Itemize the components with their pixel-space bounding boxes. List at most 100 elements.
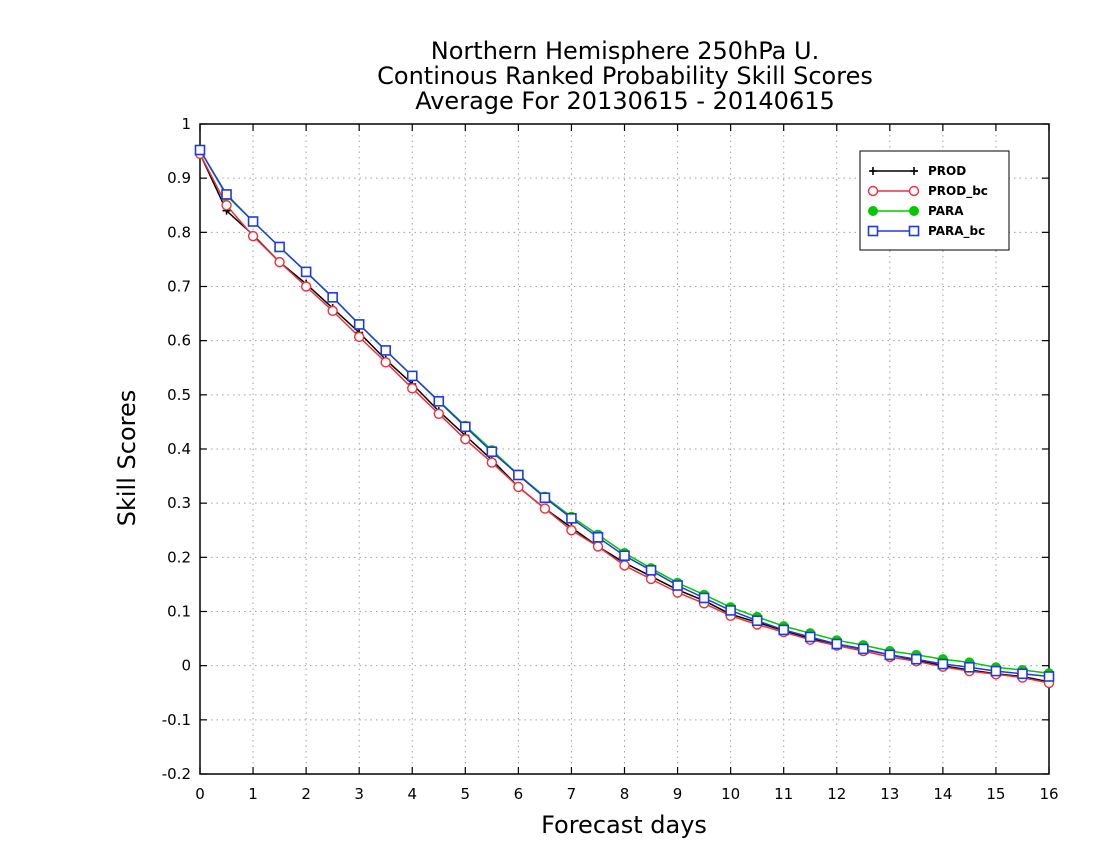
legend-label: PROD_bc [928, 184, 988, 199]
data-point-para-bc [911, 653, 922, 665]
x-tick-label: 7 [567, 785, 577, 803]
data-point-prod-bc [539, 503, 551, 514]
x-tick-label: 11 [774, 785, 793, 803]
legend-box [859, 150, 1010, 251]
legend-marker [908, 185, 920, 197]
data-point-prod-bc [433, 408, 444, 419]
legend-marker [908, 225, 920, 237]
data-point-prod-bc [300, 281, 312, 292]
legend-label: PARA_bc [928, 224, 985, 239]
data-point-para-bc [194, 144, 206, 156]
series-para-bc [194, 144, 1055, 682]
data-point-para-bc [990, 665, 1002, 677]
data-point-para-bc [778, 624, 789, 636]
legend-marker [910, 167, 918, 175]
data-point-prod-bc [592, 541, 604, 552]
legend-marker [869, 167, 877, 175]
series-layer [194, 144, 1055, 689]
x-tick-label: 9 [673, 785, 683, 803]
data-point-para-bc [274, 241, 285, 253]
data-point-para-bc [380, 345, 392, 356]
data-point-para-bc [433, 396, 445, 407]
legend: PROD PROD_bc PARA PARA_bc [859, 150, 1010, 251]
data-point-para-bc [857, 643, 869, 655]
y-tick-label: 0.9 [167, 169, 191, 187]
data-point-para-bc [672, 580, 683, 591]
x-axis-label: Forecast days [541, 811, 707, 839]
legend-item-prod-bc: PROD_bc [867, 184, 988, 199]
y-tick-label: 0.6 [167, 332, 191, 350]
data-point-prod-bc [247, 230, 259, 242]
data-point-para-bc [619, 550, 630, 562]
legend-marker [867, 225, 879, 237]
x-tick-label: 0 [195, 785, 205, 803]
chart-title-line-3: Average For 20130615 - 20140615 [415, 87, 835, 115]
legend-label: PARA [928, 204, 964, 218]
data-point-para-bc [221, 189, 232, 200]
data-point-para-bc [751, 615, 763, 627]
data-point-para-bc [937, 658, 949, 670]
data-point-para-bc [645, 565, 657, 576]
data-point-para-bc [964, 661, 975, 673]
data-point-para-bc [406, 370, 418, 382]
data-point-prod-bc [221, 200, 232, 211]
data-point-para-bc [247, 216, 259, 227]
x-tick-label: 13 [880, 785, 899, 803]
x-tick-label: 5 [461, 785, 471, 803]
data-point-para-bc [804, 631, 816, 643]
x-tick-label: 1 [248, 785, 258, 803]
x-tick-label: 12 [827, 785, 846, 803]
legend-marker [909, 206, 919, 216]
data-point-para-bc [592, 531, 604, 543]
data-point-para-bc [539, 492, 551, 504]
y-tick-label: 0.2 [167, 548, 191, 566]
legend-item-para: PARA [868, 204, 964, 218]
x-tick-label: 10 [721, 785, 740, 803]
data-point-para-bc [831, 638, 843, 650]
y-tick-label: 0.7 [167, 278, 191, 296]
data-point-prod-bc [645, 573, 657, 585]
data-point-prod-bc [486, 457, 498, 468]
data-point-prod-bc [460, 434, 471, 445]
data-point-prod-bc [513, 481, 524, 493]
chart-title-line-2: Continous Ranked Probability Skill Score… [377, 62, 873, 90]
x-tick-label: 14 [933, 785, 952, 803]
y-tick-label: -0.1 [162, 711, 191, 729]
legend-marker [868, 206, 878, 216]
data-point-para-bc [327, 292, 338, 303]
y-tick-label: 0.4 [167, 440, 191, 458]
x-tick-label: 3 [354, 785, 364, 803]
data-point-prod-bc [274, 256, 285, 268]
y-axis-label: Skill Scores [113, 390, 141, 527]
legend-marker [867, 185, 879, 197]
data-point-para-bc [884, 649, 896, 661]
y-tick-label: 0.1 [167, 603, 191, 621]
chart-title-line-1: Northern Hemisphere 250hPa U. [431, 37, 819, 65]
y-tick-label: 0.3 [167, 494, 191, 512]
legend-item-prod: PROD [869, 164, 966, 178]
data-point-para-bc [698, 592, 710, 604]
x-tick-label: 8 [620, 785, 630, 803]
data-point-para-bc [513, 469, 524, 481]
y-tick-label: 0.5 [167, 386, 191, 404]
y-tick-label: 0 [181, 657, 191, 675]
y-tick-label: 0.8 [167, 223, 191, 241]
data-point-prod-bc [327, 305, 338, 317]
data-point-para-bc [460, 421, 471, 433]
data-point-prod-bc [566, 525, 577, 536]
data-point-prod-bc [619, 560, 630, 571]
legend-label: PROD [928, 164, 966, 178]
x-axis: 0 1 2 3 4 5 6 7 8 9 10 11 12 13 14 15 16 [195, 124, 1059, 803]
x-tick-label: 4 [407, 785, 417, 803]
data-point-prod-bc [380, 357, 391, 368]
x-tick-label: 2 [301, 785, 311, 803]
data-point-para-bc [566, 513, 577, 524]
data-point-para-bc [1017, 668, 1028, 680]
data-point-prod-bc [407, 383, 418, 394]
data-point-prod-bc [353, 331, 365, 343]
data-point-para-bc [353, 319, 365, 330]
y-tick-label: -0.2 [162, 765, 191, 783]
x-tick-label: 15 [986, 785, 1005, 803]
y-tick-label: 1 [181, 115, 191, 133]
